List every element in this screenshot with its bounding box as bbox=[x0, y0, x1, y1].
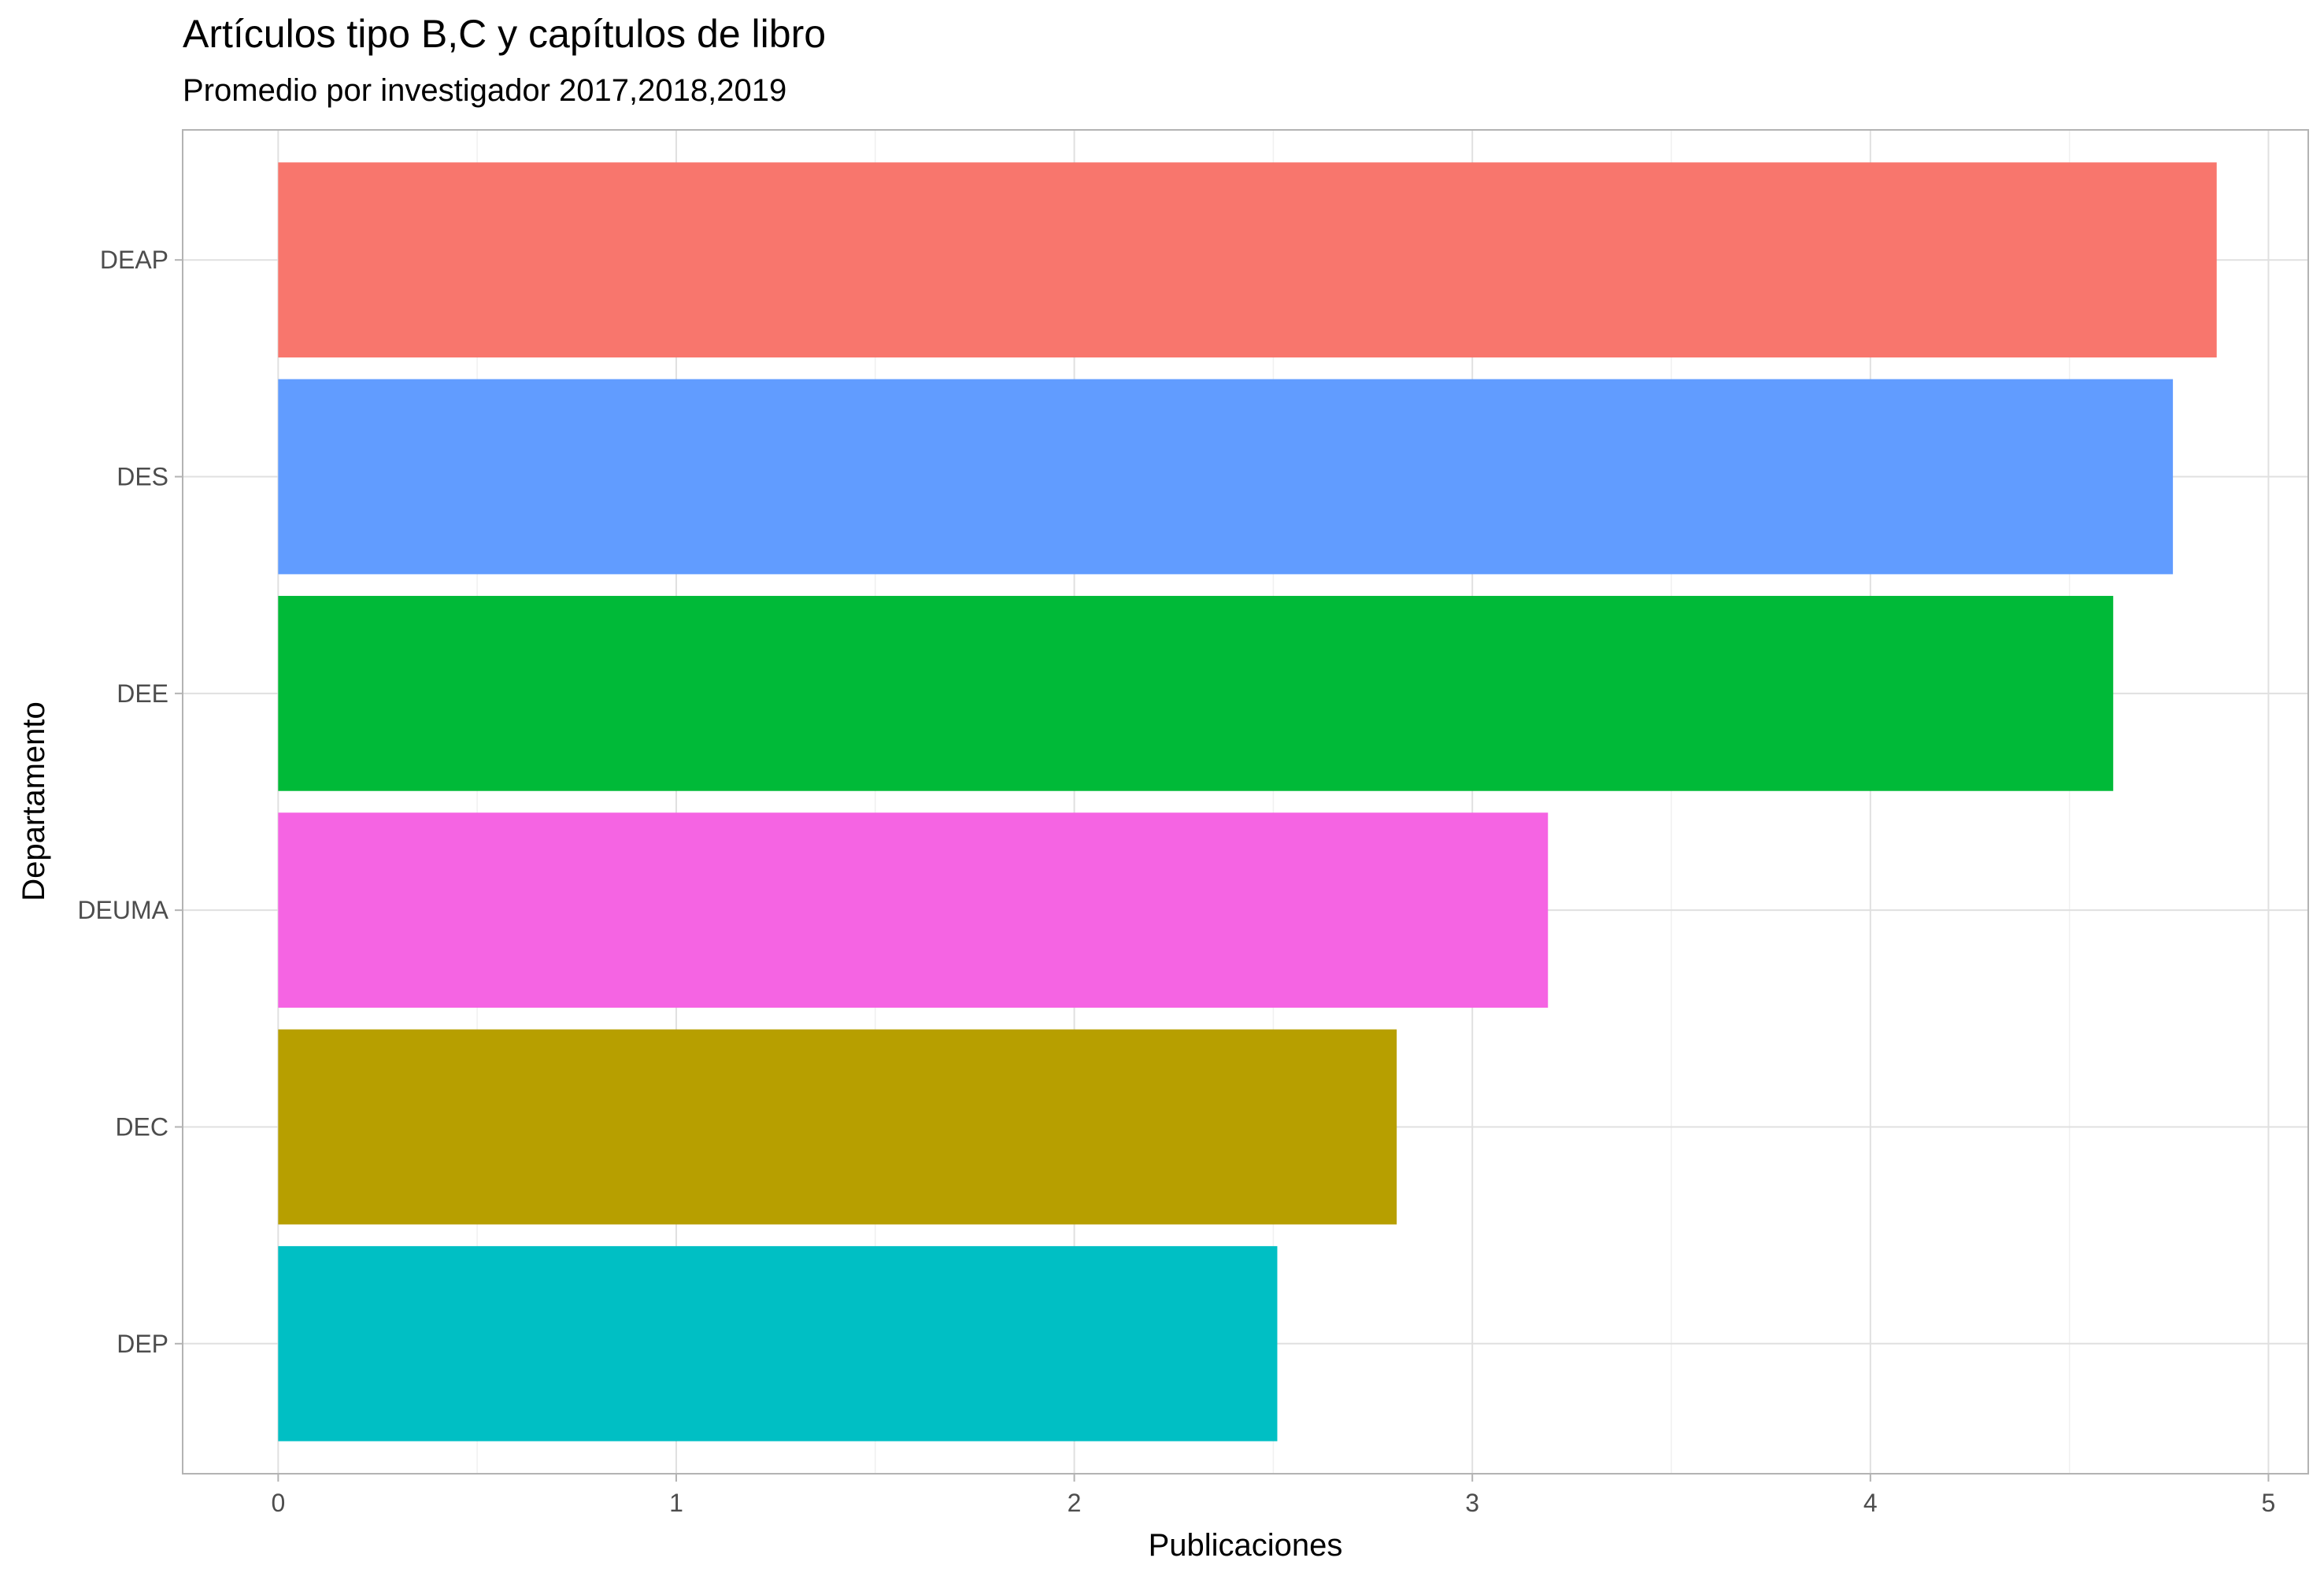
x-tick-label-0: 0 bbox=[271, 1489, 285, 1517]
y-tick-label-deap: DEAP bbox=[100, 246, 168, 274]
y-tick-label-des: DES bbox=[117, 463, 168, 491]
y-tick-label-dee: DEE bbox=[117, 679, 168, 708]
chart-title: Artículos tipo B,C y capítulos de libro bbox=[183, 12, 826, 56]
bars bbox=[278, 162, 2217, 1441]
panel-border bbox=[182, 129, 2309, 1475]
y-tick-label-deuma: DEUMA bbox=[77, 896, 168, 924]
bar-des bbox=[278, 379, 2174, 575]
x-tick-label-3: 3 bbox=[1465, 1489, 1479, 1517]
bar-dec bbox=[278, 1029, 1397, 1225]
y-axis-title: Departamento bbox=[17, 701, 51, 901]
bar-deuma bbox=[278, 812, 1549, 1008]
bar-deap bbox=[278, 162, 2217, 358]
y-tick-label-dec: DEC bbox=[115, 1112, 168, 1141]
x-axis-title: Publicaciones bbox=[1149, 1528, 1343, 1563]
x-tick-label-5: 5 bbox=[2262, 1489, 2276, 1517]
x-tick-label-2: 2 bbox=[1068, 1489, 1082, 1517]
x-tick-label-1: 1 bbox=[669, 1489, 683, 1517]
x-tick-label-4: 4 bbox=[1863, 1489, 1878, 1517]
bar-dee bbox=[278, 595, 2114, 791]
bar-dep bbox=[278, 1245, 1278, 1441]
chart-subtitle: Promedio por investigador 2017,2018,2019 bbox=[183, 73, 786, 108]
y-tick-label-dep: DEP bbox=[117, 1330, 168, 1358]
axis-ticks: DEAP DES DEE DEUMA DEC DEP 0 1 2 3 4 5 bbox=[77, 246, 2275, 1517]
